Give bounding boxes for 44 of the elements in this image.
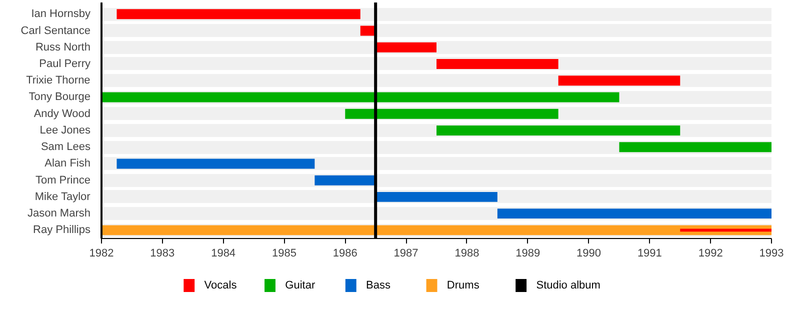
y-tick-label: Andy Wood (34, 108, 91, 120)
x-tick-label: 1990 (576, 248, 602, 260)
legend-label: Vocals (204, 280, 238, 292)
x-tick-label: 1989 (516, 248, 540, 260)
y-tick-label: Lee Jones (40, 124, 91, 136)
y-tick-label: Russ North (35, 41, 91, 54)
y-tick-label: Ian Hornsby (31, 8, 91, 20)
x-tick-label: 1983 (150, 248, 175, 260)
x-tick-label: 1991 (637, 248, 662, 260)
y-tick-label: Mike Taylor (34, 190, 91, 203)
y-tick-label: Paul Perry (39, 58, 91, 70)
legend-label: Studio album (536, 280, 600, 292)
legend-label: Bass (366, 280, 391, 292)
x-tick-label: 1993 (759, 248, 784, 260)
bar (497, 208, 772, 219)
bar (436, 59, 558, 69)
legend-label: Guitar (285, 280, 316, 292)
bar (619, 142, 772, 152)
x-tick-label: 1988 (454, 248, 480, 260)
legend-label: Drums (446, 280, 480, 292)
bar (436, 125, 680, 136)
bar (558, 76, 680, 86)
bar (345, 108, 558, 119)
y-tick-label: Jason Marsh (28, 208, 91, 220)
bar (376, 42, 436, 52)
bar (102, 225, 772, 236)
bar (376, 192, 498, 202)
x-tick-label: 1992 (698, 248, 723, 260)
y-tick-label: Trixie Thorne (26, 74, 90, 87)
bar (102, 92, 620, 102)
bar (116, 9, 360, 20)
y-tick-label: Tom Prince (35, 174, 91, 186)
y-tick-label: Sam Lees (40, 141, 91, 154)
y-tick-label: Alan Fish (44, 158, 91, 170)
y-tick-label: Ray Phillips (33, 224, 91, 236)
x-tick-label: 1987 (394, 248, 418, 260)
x-tick-label: 1984 (211, 248, 236, 260)
bar (116, 158, 315, 169)
x-tick-label: 1982 (89, 248, 114, 260)
y-tick-label: Carl Sentance (20, 24, 91, 37)
y-tick-label: Tony Bourge (28, 91, 91, 104)
x-tick-label: 1986 (332, 248, 358, 260)
x-tick-label: 1985 (272, 248, 296, 260)
bar (314, 175, 376, 186)
